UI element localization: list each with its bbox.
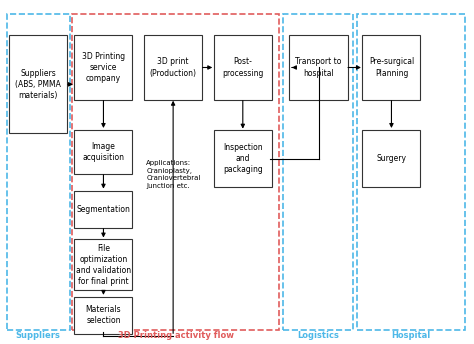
FancyBboxPatch shape <box>74 191 132 228</box>
Text: Applications:
Cranioplasty,
Craniovertebral
Junction etc.: Applications: Cranioplasty, Cranioverteb… <box>146 160 201 189</box>
FancyBboxPatch shape <box>144 35 202 99</box>
FancyBboxPatch shape <box>9 35 67 133</box>
Text: Surgery: Surgery <box>376 154 406 163</box>
FancyBboxPatch shape <box>74 35 132 99</box>
Text: Logistics: Logistics <box>297 331 339 340</box>
FancyBboxPatch shape <box>290 35 347 99</box>
Bar <box>7 13 70 331</box>
Text: Suppliers
(ABS, PMMA
materials): Suppliers (ABS, PMMA materials) <box>16 69 61 100</box>
Text: Image
acquisition: Image acquisition <box>82 142 125 162</box>
FancyBboxPatch shape <box>214 130 272 187</box>
Text: File
optimization
and validation
for final print: File optimization and validation for fin… <box>76 244 131 286</box>
Text: 3D print
(Production): 3D print (Production) <box>150 57 197 77</box>
FancyBboxPatch shape <box>363 130 420 187</box>
FancyBboxPatch shape <box>74 130 132 174</box>
Bar <box>283 13 353 331</box>
Text: Suppliers: Suppliers <box>16 331 61 340</box>
Bar <box>72 13 279 331</box>
Bar <box>357 13 465 331</box>
FancyBboxPatch shape <box>74 297 132 334</box>
Text: Transport to
hospital: Transport to hospital <box>295 57 342 77</box>
FancyBboxPatch shape <box>214 35 272 99</box>
Text: Pre-surgical
Planning: Pre-surgical Planning <box>369 57 414 77</box>
FancyBboxPatch shape <box>363 35 420 99</box>
Text: Materials
selection: Materials selection <box>86 305 121 325</box>
FancyBboxPatch shape <box>74 239 132 290</box>
Text: Post-
processing: Post- processing <box>222 57 264 77</box>
Text: Hospital: Hospital <box>391 331 430 340</box>
Text: Inspection
and
packaging: Inspection and packaging <box>223 143 263 174</box>
Text: Segmentation: Segmentation <box>76 205 130 214</box>
Text: 3D Printing activity flow: 3D Printing activity flow <box>118 331 234 340</box>
Text: 3D Printing
service
company: 3D Printing service company <box>82 52 125 83</box>
